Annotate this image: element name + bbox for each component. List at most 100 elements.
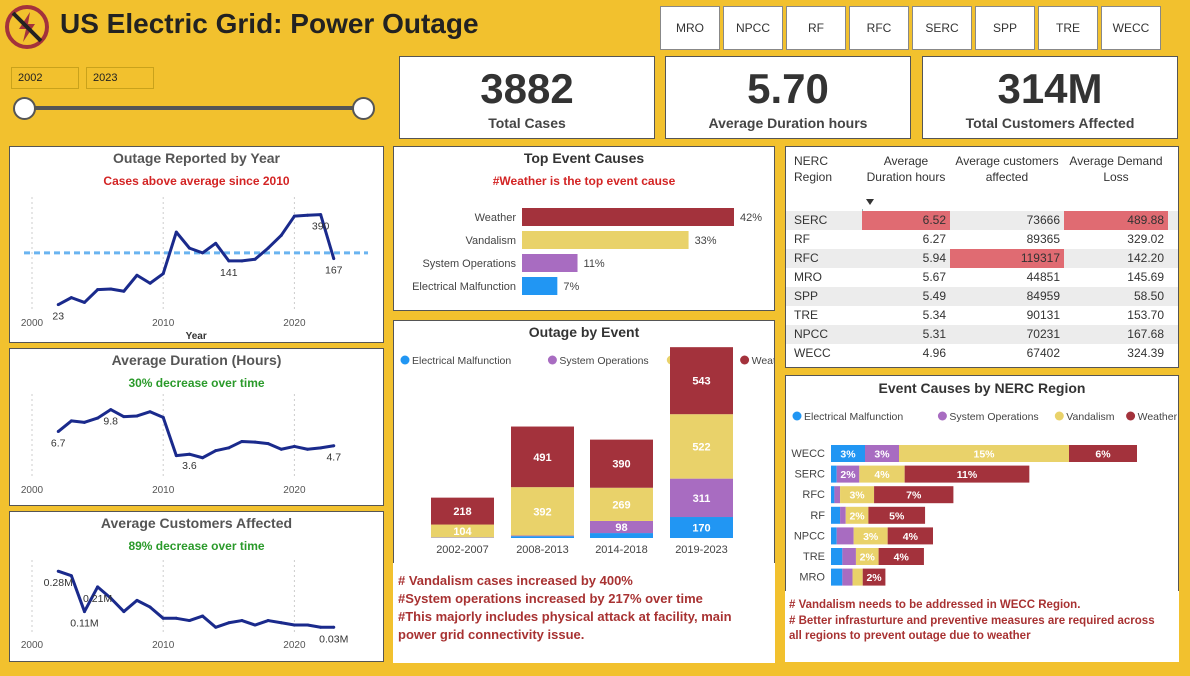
year-slider-end-handle[interactable] <box>352 97 375 120</box>
chart-title: Event Causes by NERC Region <box>878 380 1086 396</box>
column-header[interactable]: NERC Region <box>794 154 833 184</box>
x-tick-label: 2010 <box>152 640 175 651</box>
legend-marker <box>400 355 410 365</box>
segment-label: 392 <box>533 506 551 518</box>
table-cell: TRE <box>794 308 818 322</box>
data-point <box>56 430 60 434</box>
data-point <box>227 621 231 625</box>
year-slider-track[interactable] <box>24 106 364 110</box>
data-point <box>319 446 323 450</box>
table-cell: 489.88 <box>1064 211 1168 230</box>
segment-label: 3% <box>840 449 856 461</box>
region-button-wecc[interactable]: WECC <box>1101 6 1161 50</box>
event-causes-region-chart: Electrical Malfunction System Operations V… <box>791 411 1178 586</box>
table-cell: 329.02 <box>1127 232 1164 246</box>
data-point <box>227 259 231 263</box>
column-header[interactable]: Average Demand Loss <box>1069 154 1163 184</box>
data-label: 9.8 <box>103 416 118 428</box>
x-tick-label: 2020 <box>283 640 306 651</box>
data-point <box>69 419 73 423</box>
outages-by-year-panel: Outage Reported by Year Cases above aver… <box>9 146 384 343</box>
table-row[interactable]: WECC 4.96 67402 324.39 <box>786 344 1178 363</box>
table-row[interactable]: NPCC 5.31 70231 167.68 <box>786 325 1178 344</box>
region-button-tre[interactable]: TRE <box>1038 6 1098 50</box>
legend-label: Vandalism <box>1066 411 1114 423</box>
data-point <box>201 614 205 618</box>
table-cell: RF <box>794 232 810 246</box>
top-event-causes-chart: Weather 42% Vandalism 33% System Operations 1… <box>412 208 762 295</box>
region-button-rf[interactable]: RF <box>786 6 846 50</box>
bar-segment <box>831 506 841 524</box>
category-label: NPCC <box>794 530 825 542</box>
segment-label: 170 <box>692 523 710 535</box>
series-line <box>57 213 336 306</box>
data-point <box>319 213 323 217</box>
data-point <box>279 233 283 237</box>
end-year-input[interactable]: 2023 <box>86 67 154 89</box>
data-label: 6.7 <box>51 438 66 450</box>
event-note-line: #System operations increased by 217% ove… <box>398 591 703 606</box>
kpi-value: 5.70 <box>747 65 829 112</box>
region-button-serc[interactable]: SERC <box>912 6 972 50</box>
chart-title: Top Event Causes <box>523 150 645 166</box>
region-button-npcc[interactable]: NPCC <box>723 6 783 50</box>
legend-marker <box>1054 411 1064 421</box>
table-row[interactable]: TRE 5.34 90131 153.70 <box>786 306 1178 325</box>
table-row[interactable]: RF 6.27 89365 329.02 <box>786 230 1178 249</box>
bar-segment <box>836 527 854 545</box>
table-row[interactable]: SPP 5.49 84959 58.50 <box>786 287 1178 306</box>
chart-title: Outage Reported by Year <box>112 150 280 166</box>
table-row[interactable]: MRO 5.67 44851 145.69 <box>786 268 1178 287</box>
region-button-rfc[interactable]: RFC <box>849 6 909 50</box>
category-label: SERC <box>794 469 825 481</box>
segment-label: 269 <box>612 499 630 511</box>
data-point <box>306 623 310 627</box>
data-point <box>174 616 178 620</box>
legend-marker <box>547 355 557 365</box>
data-point <box>240 439 244 443</box>
segment-label: 522 <box>692 441 710 453</box>
data-label: 141 <box>220 267 238 279</box>
table-cell: 6.27 <box>922 232 946 246</box>
table-cell: 84959 <box>1026 289 1060 303</box>
segment-label: 98 <box>615 522 627 534</box>
chart-title: Average Customers Affected <box>100 515 293 531</box>
table-row[interactable]: SERC 6.52 73666 489.88 <box>786 211 1178 230</box>
legend-marker <box>937 411 947 421</box>
sort-arrow-icon[interactable] <box>866 199 874 205</box>
x-tick-label: 2010 <box>152 318 175 329</box>
region-button-mro[interactable]: MRO <box>660 6 720 50</box>
data-point <box>266 246 270 250</box>
bar-segment <box>840 486 875 504</box>
event-note-line: # Vandalism cases increased by 400% <box>398 573 633 588</box>
legend-label: System Operations <box>559 355 648 367</box>
data-point <box>135 598 139 602</box>
x-axis-label: Year <box>186 331 207 342</box>
data-label: 390 <box>312 221 330 233</box>
year-slider-start-handle[interactable] <box>13 97 36 120</box>
table-cell: WECC <box>794 346 831 360</box>
bar-segment <box>836 465 860 483</box>
region-button-spp[interactable]: SPP <box>975 6 1035 50</box>
table-cell: RFC <box>794 251 819 265</box>
data-point <box>227 446 231 450</box>
start-year-input[interactable]: 2002 <box>11 67 79 89</box>
table-row[interactable]: RFC 5.94 119317 142.20 <box>786 249 1178 268</box>
table-cell: 58.50 <box>1133 289 1164 303</box>
data-point <box>187 246 191 250</box>
column-header[interactable]: Average Duration hours <box>866 154 946 184</box>
bar-segment <box>590 487 653 521</box>
legend-label: Electrical Malfunction <box>804 411 903 423</box>
segment-label: 2% <box>860 552 876 564</box>
bar-segment <box>831 486 835 504</box>
table-cell: 167.68 <box>1127 327 1164 341</box>
data-point <box>240 619 244 623</box>
data-label: 0.11M <box>70 618 98 630</box>
x-tick-label: 2000 <box>21 485 44 496</box>
data-point <box>292 444 296 448</box>
data-point <box>240 259 244 263</box>
legend-marker <box>740 355 750 365</box>
column-header[interactable]: Average customers affected <box>955 154 1059 184</box>
bar-segment <box>853 527 888 545</box>
segment-label: 3% <box>849 490 865 502</box>
